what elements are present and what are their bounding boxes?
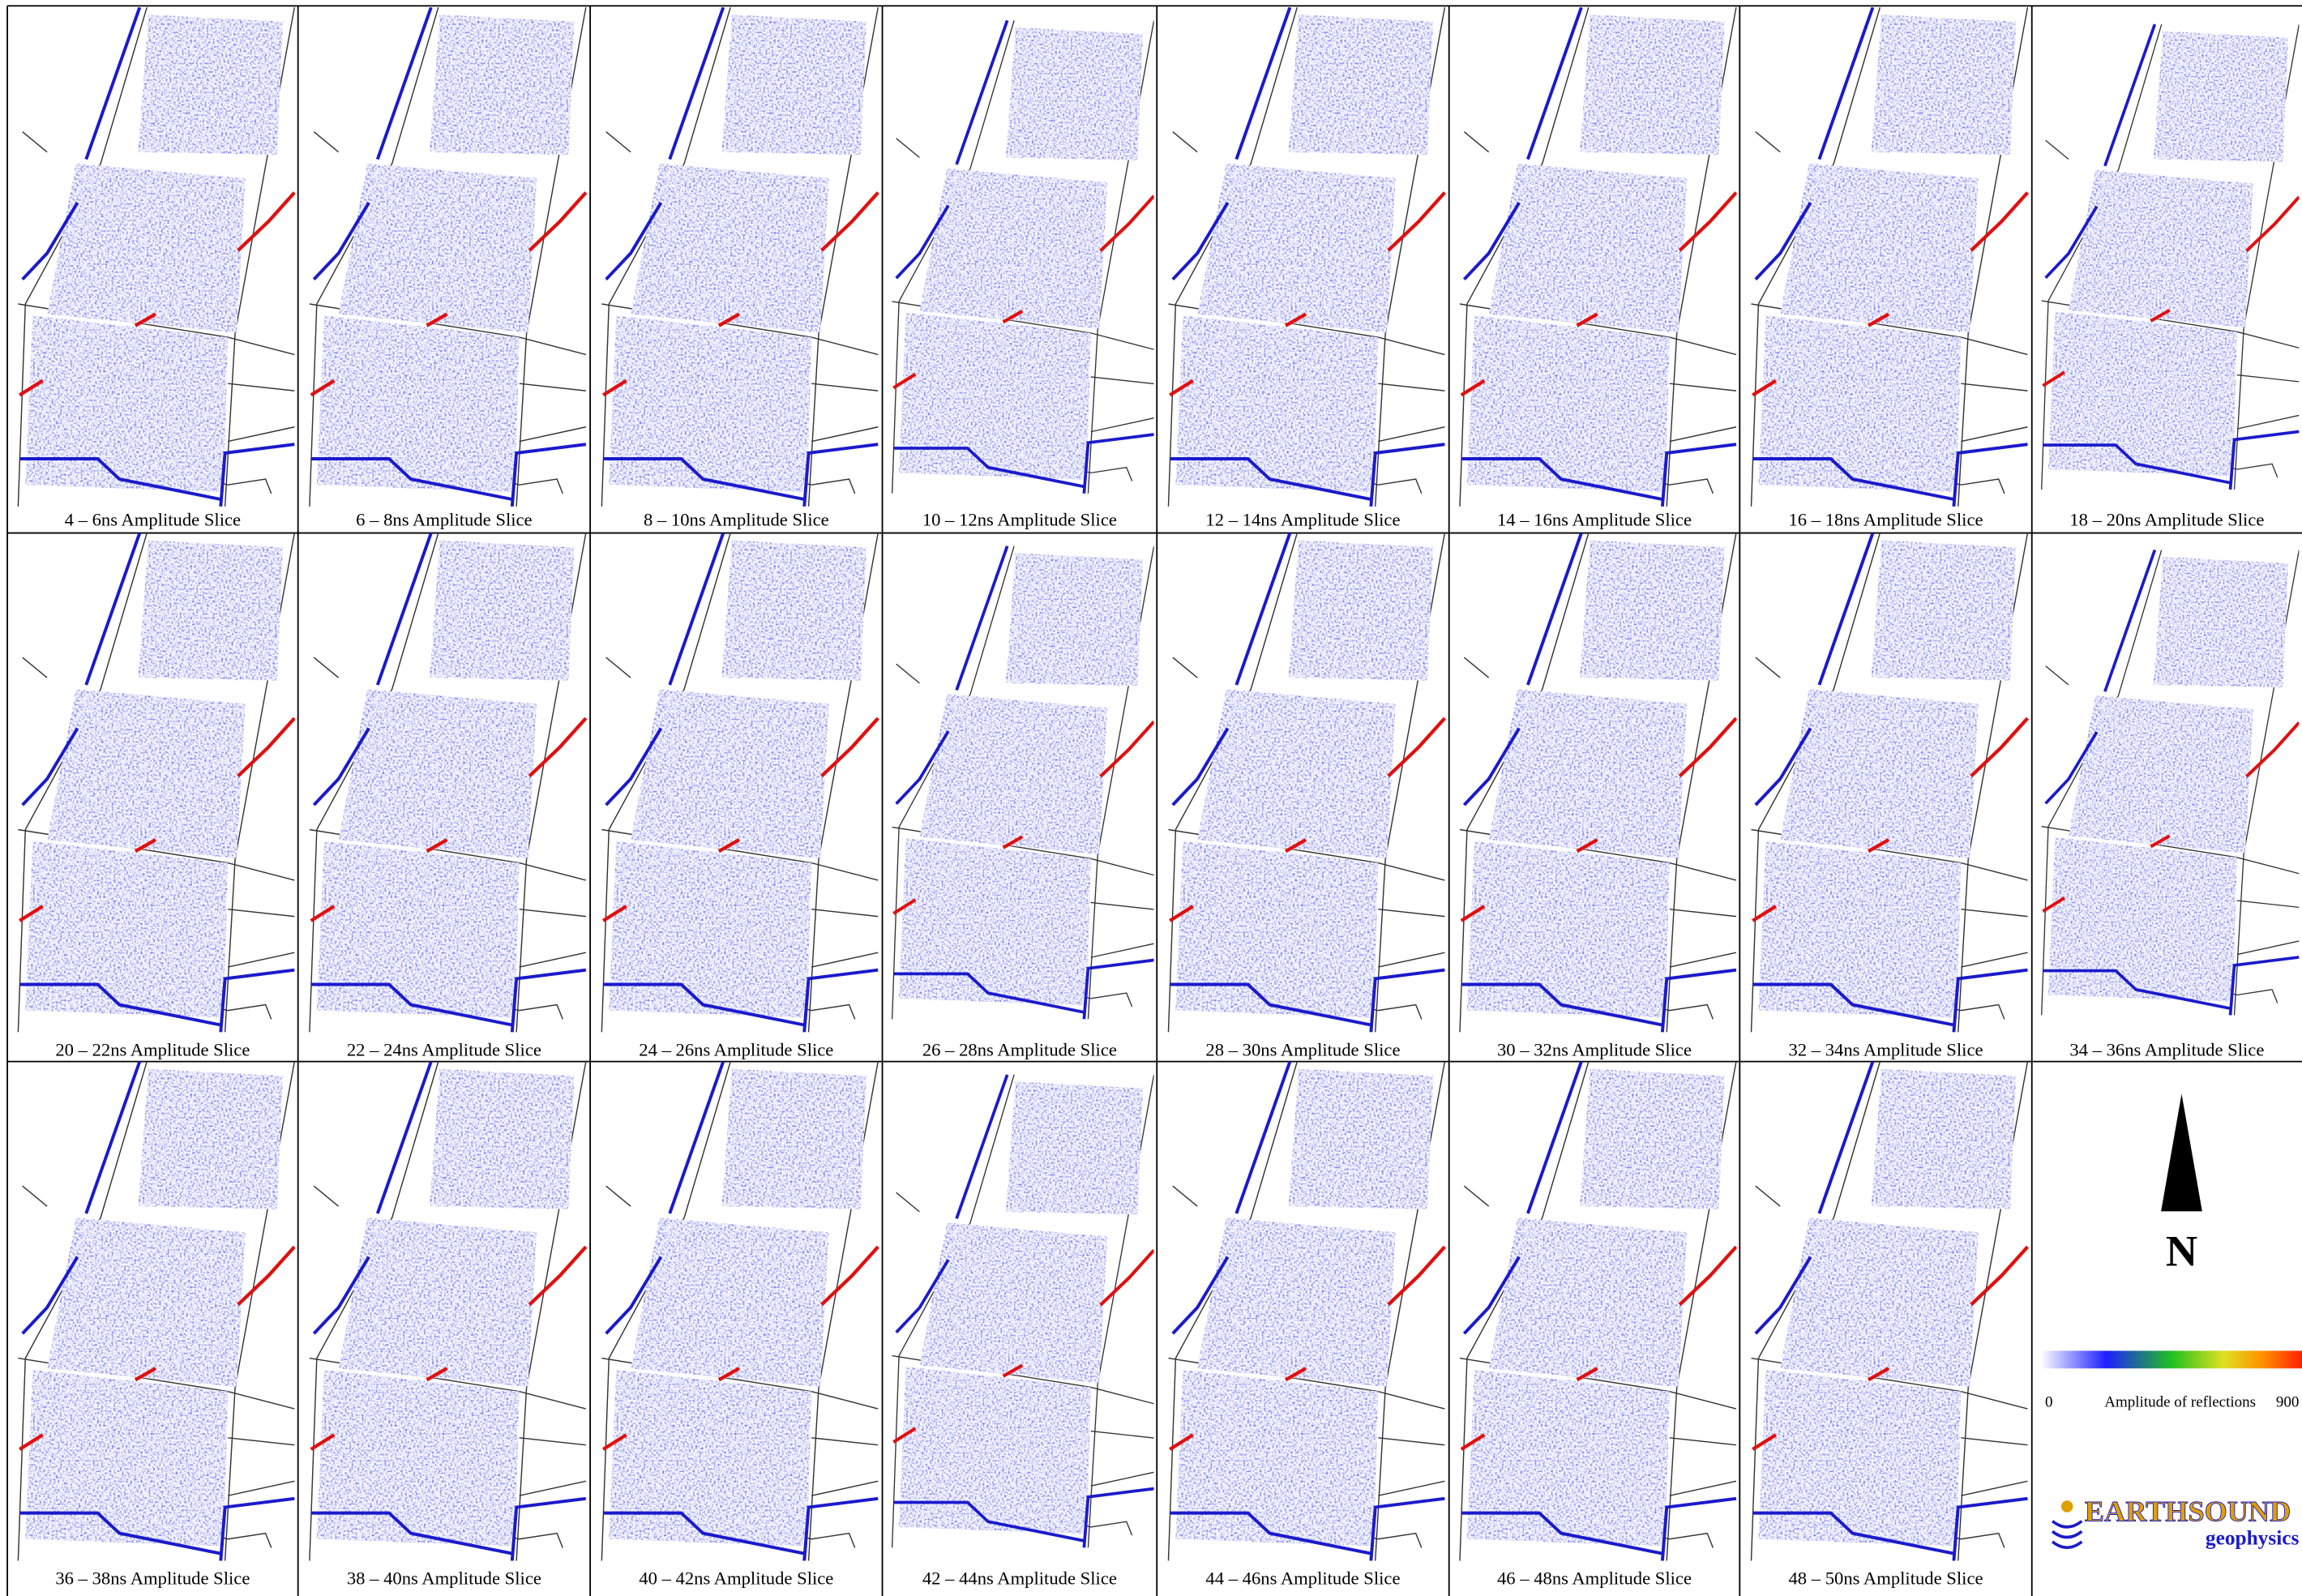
slice-map — [18, 1062, 294, 1561]
slice-map — [1752, 533, 2028, 1033]
north-arrow — [2161, 1093, 2202, 1212]
scale-title: Amplitude of reflections — [2104, 1393, 2256, 1410]
slice-label: 48 – 50ns Amplitude Slice — [1788, 1568, 1983, 1589]
slice-map — [310, 533, 586, 1033]
slice-label: 46 – 48ns Amplitude Slice — [1497, 1568, 1692, 1589]
slice-map — [892, 1075, 1154, 1547]
logo-tagline: geophysics — [2206, 1527, 2300, 1550]
slice-map — [310, 7, 586, 507]
slice-label: 24 – 26ns Amplitude Slice — [639, 1039, 833, 1059]
slice-map — [601, 1062, 878, 1561]
scale-max: 900 — [2276, 1393, 2299, 1410]
slice-label: 14 – 16ns Amplitude Slice — [1497, 509, 1692, 529]
slice-map — [18, 533, 294, 1033]
slice-label: 38 – 40ns Amplitude Slice — [347, 1568, 541, 1589]
slice-map — [1752, 7, 2028, 507]
slice-label: 36 – 38ns Amplitude Slice — [55, 1568, 250, 1589]
slice-map — [1460, 1062, 1736, 1561]
slice-map — [1168, 7, 1444, 507]
grid-frame — [6, 5, 2302, 1596]
amplitude-scale — [2040, 1350, 2302, 1369]
slice-label: 30 – 32ns Amplitude Slice — [1497, 1039, 1692, 1059]
slice-map — [1460, 7, 1736, 507]
slice-map — [2042, 550, 2300, 1016]
slice-label: 8 – 10ns Amplitude Slice — [644, 509, 829, 529]
slice-label: 16 – 18ns Amplitude Slice — [1788, 509, 1983, 529]
slice-map — [892, 546, 1154, 1019]
key-cell: N 0 Amplitude of reflections 900 EARTHSO… — [2040, 1093, 2302, 1550]
slice-map — [1168, 1062, 1444, 1561]
slice-label: 12 – 14ns Amplitude Slice — [1205, 509, 1400, 529]
north-label: N — [2166, 1226, 2197, 1275]
logo-name: EARTHSOUND — [2085, 1495, 2291, 1528]
slice-map — [310, 1062, 586, 1561]
slice-label: 22 – 24ns Amplitude Slice — [347, 1039, 541, 1059]
slice-map — [892, 20, 1154, 493]
slice-map — [601, 533, 878, 1033]
slice-label: 6 – 8ns Amplitude Slice — [356, 509, 532, 529]
slice-map — [1168, 533, 1444, 1033]
slice-label: 10 – 12ns Amplitude Slice — [922, 509, 1117, 529]
slice-label: 32 – 34ns Amplitude Slice — [1788, 1039, 1983, 1059]
slice-label: 42 – 44ns Amplitude Slice — [922, 1568, 1117, 1589]
slice-map — [601, 7, 878, 507]
slice-map — [2042, 24, 2300, 490]
slices: 4 – 6ns Amplitude Slice 6 – 8ns Amplitude… — [18, 7, 2300, 1589]
slice-label: 44 – 46ns Amplitude Slice — [1205, 1568, 1400, 1589]
slice-label: 34 – 36ns Amplitude Slice — [2069, 1039, 2264, 1059]
slice-map — [1752, 1062, 2028, 1561]
slice-label: 28 – 30ns Amplitude Slice — [1205, 1039, 1400, 1059]
slice-map — [18, 7, 294, 507]
slice-map — [1460, 533, 1736, 1033]
logo-icon — [2051, 1500, 2083, 1550]
slice-label: 26 – 28ns Amplitude Slice — [922, 1039, 1117, 1059]
slice-label: 18 – 20ns Amplitude Slice — [2069, 509, 2264, 529]
slice-label: 40 – 42ns Amplitude Slice — [639, 1568, 833, 1589]
scale-min: 0 — [2045, 1393, 2052, 1410]
slice-label: 20 – 22ns Amplitude Slice — [55, 1039, 250, 1059]
slice-label: 4 – 6ns Amplitude Slice — [65, 509, 241, 529]
